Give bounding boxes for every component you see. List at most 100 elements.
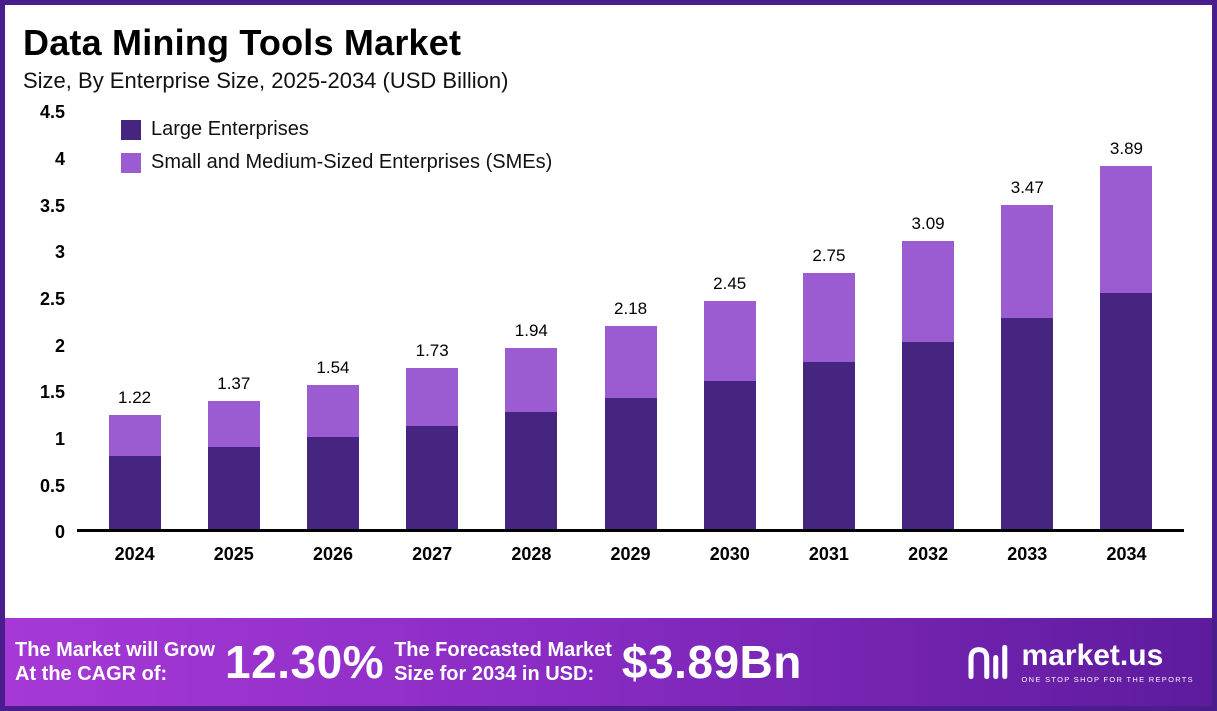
bar-segment-smes <box>1100 166 1153 294</box>
bar-stack <box>703 300 756 530</box>
legend-item: Small and Medium-Sized Enterprises (SMEs… <box>121 151 552 174</box>
x-tick-label: 2034 <box>1106 544 1147 565</box>
legend-label: Small and Medium-Sized Enterprises (SMEs… <box>151 151 553 174</box>
bar-stack <box>108 415 161 530</box>
bar-stack <box>902 240 955 530</box>
plot-column: 1.22 1.37 1.54 1.73 1.94 2.18 2.45 2.75 3.09 3.47… <box>77 112 1184 565</box>
chart-header: Data Mining Tools Market Size, By Enterp… <box>5 5 1212 94</box>
x-tick-label: 2031 <box>808 544 849 565</box>
bar-stack <box>505 348 558 530</box>
x-tick-label: 2029 <box>610 544 651 565</box>
bar-segment-large-enterprises <box>604 397 657 530</box>
bar-segment-large-enterprises <box>306 436 359 530</box>
forecast-label-line2: Size for 2034 in USD: <box>394 663 595 685</box>
x-tick-label: 2033 <box>1007 544 1048 565</box>
bar-segment-large-enterprises <box>802 362 855 530</box>
legend-swatch <box>121 152 141 173</box>
x-tick-label: 2028 <box>511 544 552 565</box>
logo-tagline: One Stop Shop For The Reports <box>1021 674 1194 684</box>
y-tick-label: 4.5 <box>39 102 65 123</box>
bar-segment-large-enterprises <box>1100 293 1153 530</box>
bar-column-2028: 1.94 <box>482 112 581 530</box>
bar-stack <box>802 272 855 530</box>
cagr-label-line1: The Market will Grow <box>15 639 216 661</box>
bar-total-label: 1.22 <box>118 388 152 408</box>
stacked-bar-chart: 0 0.5 1 1.5 2 2.5 3 3.5 4 4.5 1.22 1.37 1.54 1.73 1.9… <box>5 102 1212 565</box>
bar-stack <box>406 367 459 530</box>
bar-stack <box>1100 166 1153 530</box>
bar-total-label: 1.37 <box>217 374 251 394</box>
bar-column-2033: 3.47 <box>978 112 1077 530</box>
market-us-logo: market.us One Stop Shop For The Reports <box>966 638 1194 684</box>
x-tick-label: 2032 <box>908 544 949 565</box>
bars-container: 1.22 1.37 1.54 1.73 1.94 2.18 2.45 2.75 3.09 3.47… <box>77 112 1184 530</box>
bar-segment-smes <box>703 300 756 381</box>
bar-total-label: 1.73 <box>415 340 449 360</box>
forecast-label: The Forecasted Market Size for 2034 in U… <box>394 638 612 686</box>
bar-column-2026: 1.54 <box>283 112 382 530</box>
y-tick-label: 2.5 <box>39 288 65 309</box>
plot-area: 1.22 1.37 1.54 1.73 1.94 2.18 2.45 2.75 3.09 3.47… <box>77 112 1184 533</box>
chart-subtitle: Size, By Enterprise Size, 2025-2034 (USD… <box>23 68 509 94</box>
bar-stack <box>1001 205 1054 530</box>
chart-panel: Data Mining Tools Market Size, By Enterp… <box>5 5 1212 618</box>
y-tick-label: 2 <box>54 335 65 356</box>
bar-column-2029: 2.18 <box>581 112 680 530</box>
bar-stack <box>207 401 260 530</box>
bar-total-label: 3.89 <box>1109 139 1144 159</box>
bar-segment-smes <box>1001 205 1054 319</box>
y-tick-label: 1 <box>54 428 65 449</box>
x-tick-label: 2026 <box>312 544 353 565</box>
bar-segment-large-enterprises <box>207 447 260 530</box>
bar-segment-smes <box>406 367 459 426</box>
bar-segment-smes <box>802 272 855 363</box>
bar-total-label: 2.45 <box>713 273 747 293</box>
bar-column-2024: 1.22 <box>85 112 184 530</box>
y-tick-label: 3.5 <box>39 195 65 216</box>
bar-total-label: 1.54 <box>316 358 350 378</box>
bar-column-2032: 3.09 <box>879 112 978 530</box>
x-tick-label: 2025 <box>213 544 254 565</box>
y-axis: 0 0.5 1 1.5 2 2.5 3 3.5 4 4.5 <box>21 102 77 542</box>
legend: Large Enterprises Small and Medium-Sized … <box>121 118 552 174</box>
legend-item: Large Enterprises <box>121 118 552 141</box>
bar-column-2030: 2.45 <box>680 112 779 530</box>
logo-text-stack: market.us One Stop Shop For The Reports <box>1021 638 1194 684</box>
forecast-label-line1: The Forecasted Market <box>394 639 612 661</box>
market-us-logo-icon <box>968 644 1007 680</box>
chart-title: Data Mining Tools Market <box>23 22 462 63</box>
bar-segment-smes <box>108 415 161 457</box>
bar-segment-smes <box>902 240 955 342</box>
bar-segment-large-enterprises <box>1001 318 1054 530</box>
bar-total-label: 3.47 <box>1010 178 1044 198</box>
bar-segment-large-enterprises <box>902 341 955 530</box>
bar-total-label: 1.94 <box>514 321 548 341</box>
x-tick-label: 2024 <box>114 544 155 565</box>
cagr-value: 12.30% <box>225 636 385 688</box>
y-tick-label: 0 <box>54 522 65 543</box>
forecast-value: $3.89Bn <box>621 636 802 688</box>
bar-segment-large-enterprises <box>108 456 161 530</box>
footer-banner: The Market will Grow At the CAGR of: 12.… <box>5 618 1212 706</box>
bar-total-label: 2.18 <box>613 298 648 318</box>
bar-column-2025: 1.37 <box>184 112 283 530</box>
bar-segment-smes <box>505 348 558 412</box>
y-tick-label: 1.5 <box>39 382 65 403</box>
cagr-label: The Market will Grow At the CAGR of: <box>15 638 215 686</box>
bar-total-label: 2.75 <box>812 245 846 265</box>
bar-segment-large-enterprises <box>505 411 558 530</box>
bar-segment-smes <box>604 325 657 398</box>
legend-label: Large Enterprises <box>151 118 309 141</box>
legend-swatch <box>121 119 141 140</box>
bar-column-2027: 1.73 <box>383 112 482 530</box>
x-tick-label: 2030 <box>709 544 750 565</box>
bar-stack <box>306 385 359 530</box>
cagr-label-line2: At the CAGR of: <box>15 663 168 685</box>
logo-wordmark: market.us <box>1021 638 1164 672</box>
bar-segment-smes <box>207 401 260 448</box>
y-tick-label: 3 <box>54 242 65 263</box>
y-tick-label: 0.5 <box>39 475 65 496</box>
bar-total-label: 3.09 <box>911 213 945 233</box>
bar-column-2034: 3.89 <box>1077 112 1176 530</box>
